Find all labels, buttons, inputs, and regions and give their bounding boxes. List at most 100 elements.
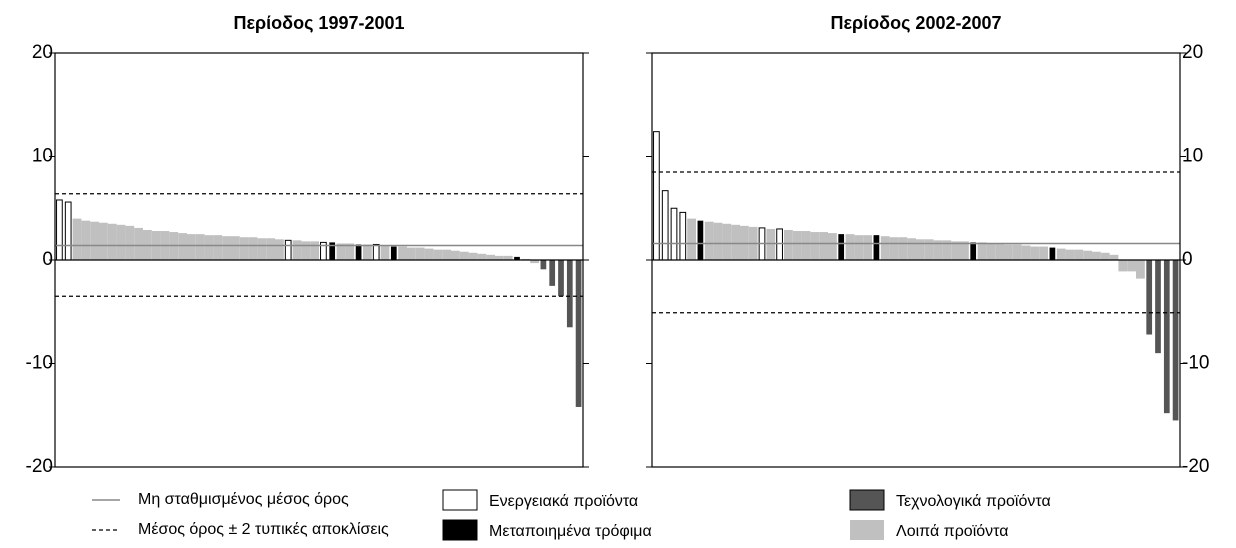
chart-title: Περίοδος 2002-2007: [830, 13, 1001, 33]
bar: [116, 224, 126, 260]
bar: [292, 240, 302, 260]
bar: [1083, 250, 1092, 260]
bar: [1004, 244, 1013, 260]
bar: [766, 228, 776, 260]
bar: [433, 249, 443, 260]
bar: [819, 232, 828, 260]
legend-swatch: [850, 520, 884, 540]
bar: [558, 260, 564, 297]
bar: [1163, 260, 1170, 414]
bar: [514, 256, 520, 260]
bar: [713, 222, 723, 260]
y-tick-label: 20: [32, 42, 53, 63]
bar: [257, 238, 267, 260]
bar: [679, 211, 687, 261]
bar: [134, 227, 143, 260]
bar: [90, 221, 99, 260]
bar: [1109, 254, 1119, 260]
bar: [239, 237, 249, 260]
bar: [776, 228, 783, 261]
bar: [933, 240, 943, 260]
bar: [99, 222, 108, 260]
bar: [310, 241, 319, 260]
bar: [336, 243, 346, 260]
legend-swatch: [849, 489, 885, 511]
bar: [222, 236, 231, 260]
bar: [924, 239, 934, 260]
bar: [56, 199, 63, 261]
bar: [880, 236, 890, 260]
bar: [81, 220, 91, 260]
bar: [477, 253, 487, 260]
bar: [415, 247, 425, 260]
bar: [828, 233, 837, 260]
bar: [1100, 252, 1110, 260]
bar: [960, 241, 969, 260]
bar: [697, 220, 704, 260]
bar: [275, 239, 284, 260]
bar: [889, 237, 899, 260]
bar: [549, 260, 556, 286]
bar: [1012, 244, 1022, 260]
bar: [898, 237, 908, 260]
bar: [916, 239, 925, 260]
bar: [459, 251, 469, 260]
bar: [266, 238, 275, 260]
legend-label: Μεταποιημένα τρόφιμα: [489, 523, 652, 540]
bar: [1155, 260, 1161, 354]
bar: [907, 238, 916, 260]
bar: [495, 255, 504, 260]
bar: [1118, 260, 1128, 272]
bar: [125, 225, 135, 260]
bar: [792, 231, 802, 260]
bar: [284, 239, 292, 261]
bar: [231, 236, 240, 260]
bar: [380, 245, 390, 260]
bar: [863, 235, 872, 260]
bar: [1172, 260, 1179, 421]
bar: [951, 241, 960, 260]
bar: [424, 248, 434, 260]
bar: [355, 244, 362, 260]
bar: [503, 255, 513, 260]
legend-label: Μη σταθμισμένος μέσος όρος: [138, 491, 349, 508]
y-tick-label: 10: [32, 146, 53, 167]
bar: [1136, 260, 1145, 279]
bar: [942, 240, 952, 260]
legend-swatch: [442, 519, 478, 541]
bar: [442, 249, 451, 260]
bar: [540, 260, 547, 270]
bar: [486, 254, 495, 260]
bar: [1146, 260, 1153, 335]
bar: [451, 250, 460, 260]
y-tick-label: 0: [42, 249, 53, 270]
bar: [178, 233, 187, 260]
y-tick-label: 0: [1182, 249, 1193, 270]
bar: [566, 260, 573, 328]
bar: [407, 247, 416, 260]
bar: [970, 242, 977, 260]
bar: [195, 234, 205, 260]
bar: [731, 224, 740, 260]
legend-label: Λοιπά προϊόντα: [896, 523, 1008, 540]
bar: [784, 229, 793, 260]
bar: [213, 235, 223, 260]
bar: [329, 242, 336, 260]
bar: [64, 201, 72, 261]
bar: [1030, 246, 1040, 260]
bar: [107, 223, 117, 260]
legend-label: Ενεργειακά προϊόντα: [489, 493, 638, 510]
bar: [845, 234, 855, 260]
bar: [204, 235, 214, 260]
bar: [995, 243, 1004, 260]
chart-title: Περίοδος 1997-2001: [233, 13, 404, 33]
bar: [1049, 247, 1056, 260]
bar: [372, 243, 380, 261]
legend-swatch: [442, 489, 478, 511]
bar: [1056, 248, 1066, 260]
bar: [248, 237, 258, 260]
bar: [838, 234, 845, 260]
bar: [873, 235, 880, 260]
bar: [530, 260, 539, 264]
